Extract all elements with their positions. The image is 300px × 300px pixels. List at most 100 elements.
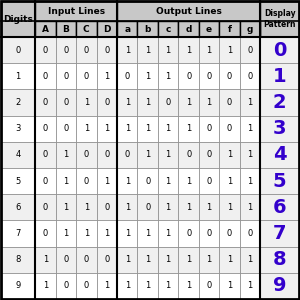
Text: Output Lines: Output Lines	[156, 7, 222, 16]
Text: 0: 0	[124, 150, 130, 159]
Text: 0: 0	[63, 72, 68, 81]
Bar	[35, 220, 56, 247]
Bar	[178, 168, 199, 194]
Bar	[76, 89, 97, 116]
Bar	[97, 89, 117, 116]
Bar	[76, 116, 97, 142]
Text: 1: 1	[166, 229, 171, 238]
Text: 0: 0	[145, 177, 150, 186]
Bar	[117, 194, 137, 220]
Text: 1: 1	[166, 177, 171, 186]
Text: 1: 1	[227, 150, 232, 159]
Text: 1: 1	[186, 124, 191, 133]
Text: 9: 9	[273, 276, 286, 296]
Text: 3: 3	[15, 124, 21, 133]
Text: 1: 1	[248, 177, 253, 186]
Text: 0: 0	[84, 255, 89, 264]
Text: 1: 1	[186, 46, 191, 55]
Bar	[240, 220, 260, 247]
Bar	[76, 21, 97, 37]
Text: 0: 0	[227, 124, 232, 133]
Text: 0: 0	[186, 229, 191, 238]
Text: 0: 0	[248, 72, 253, 81]
Bar	[219, 142, 240, 168]
Bar	[137, 21, 158, 37]
Bar	[219, 194, 240, 220]
Bar	[76, 37, 97, 63]
Bar	[117, 1, 260, 21]
Text: 8: 8	[273, 250, 286, 269]
Text: 4: 4	[15, 150, 21, 159]
Text: g: g	[247, 25, 253, 34]
Text: 0: 0	[145, 203, 150, 212]
Text: 1: 1	[166, 124, 171, 133]
Bar	[158, 21, 178, 37]
Text: 0: 0	[206, 72, 212, 81]
Bar	[158, 89, 178, 116]
Bar	[117, 142, 137, 168]
Text: 2: 2	[15, 98, 21, 107]
Text: 1: 1	[186, 177, 191, 186]
Text: Digits: Digits	[3, 14, 33, 23]
Bar	[56, 168, 76, 194]
Bar	[76, 63, 97, 89]
Bar	[56, 142, 76, 168]
Bar	[97, 220, 117, 247]
Bar	[137, 116, 158, 142]
Bar	[35, 168, 56, 194]
Bar	[35, 21, 56, 37]
Bar	[76, 194, 97, 220]
Text: 1: 1	[206, 203, 212, 212]
Bar	[240, 37, 260, 63]
Bar	[178, 273, 199, 299]
Text: 7: 7	[15, 229, 21, 238]
Bar	[117, 89, 137, 116]
Bar	[178, 247, 199, 273]
Bar	[76, 168, 97, 194]
Text: 1: 1	[206, 46, 212, 55]
Bar	[97, 142, 117, 168]
Text: 3: 3	[273, 119, 286, 138]
Text: c: c	[166, 25, 171, 34]
Text: 1: 1	[124, 98, 130, 107]
Text: 0: 0	[43, 124, 48, 133]
Bar	[1, 142, 35, 168]
Bar	[178, 37, 199, 63]
Bar	[158, 37, 178, 63]
Bar	[97, 168, 117, 194]
Text: D: D	[103, 25, 110, 34]
Bar	[117, 220, 137, 247]
Bar	[137, 247, 158, 273]
Bar	[240, 273, 260, 299]
Text: 1: 1	[206, 255, 212, 264]
Text: 1: 1	[248, 203, 253, 212]
Bar	[158, 116, 178, 142]
Text: 1: 1	[15, 72, 21, 81]
Bar	[260, 63, 299, 89]
Text: 0: 0	[206, 177, 212, 186]
Bar	[240, 63, 260, 89]
Text: 1: 1	[145, 150, 150, 159]
Bar	[1, 89, 35, 116]
Text: d: d	[185, 25, 192, 34]
Text: 0: 0	[15, 46, 21, 55]
Text: 1: 1	[186, 281, 191, 290]
Text: 1: 1	[124, 255, 130, 264]
Text: 1: 1	[124, 229, 130, 238]
Text: 1: 1	[145, 46, 150, 55]
Bar	[117, 37, 137, 63]
Bar	[158, 247, 178, 273]
Text: Display
Pattern: Display Pattern	[263, 9, 296, 29]
Text: a: a	[124, 25, 130, 34]
Bar	[1, 1, 35, 37]
Bar	[260, 116, 299, 142]
Bar	[240, 21, 260, 37]
Text: 1: 1	[84, 98, 89, 107]
Text: 1: 1	[84, 229, 89, 238]
Bar	[178, 194, 199, 220]
Bar	[35, 89, 56, 116]
Bar	[117, 273, 137, 299]
Text: C: C	[83, 25, 90, 34]
Bar	[56, 63, 76, 89]
Text: 1: 1	[248, 281, 253, 290]
